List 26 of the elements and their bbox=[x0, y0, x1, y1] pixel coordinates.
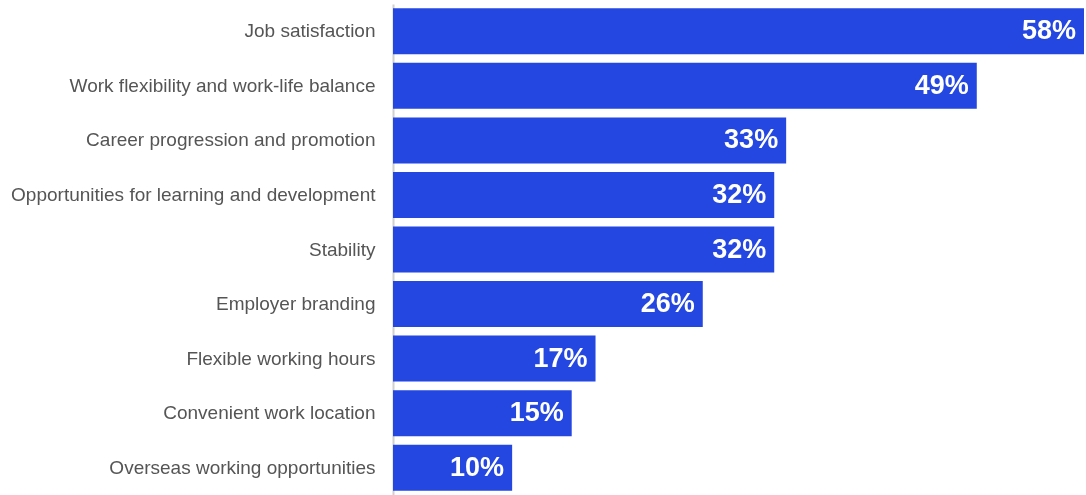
data-label: 58% bbox=[1021, 15, 1076, 46]
y-tick-label: Career progression and promotion bbox=[86, 129, 376, 151]
data-label: 49% bbox=[914, 69, 969, 100]
y-tick-label: Work flexibility and work-life balance bbox=[69, 74, 376, 96]
bar bbox=[393, 8, 1084, 55]
data-label: 10% bbox=[450, 451, 505, 482]
y-tick-label: Opportunities for learning and development bbox=[11, 183, 377, 205]
data-label: 32% bbox=[712, 178, 767, 209]
bar bbox=[393, 117, 787, 164]
bar bbox=[393, 335, 596, 382]
y-tick-label: Overseas working opportunities bbox=[109, 456, 376, 478]
data-label: 17% bbox=[533, 342, 588, 373]
bar bbox=[393, 390, 572, 437]
data-label: 26% bbox=[640, 288, 695, 319]
data-label: 32% bbox=[712, 233, 767, 264]
bar bbox=[393, 281, 703, 328]
data-label: 15% bbox=[509, 397, 564, 428]
y-tick-label: Convenient work location bbox=[163, 402, 376, 424]
bar bbox=[393, 226, 775, 273]
bar bbox=[393, 62, 977, 109]
y-tick-label: Job satisfaction bbox=[244, 20, 376, 42]
y-tick-label: Stability bbox=[308, 238, 376, 260]
bar bbox=[393, 171, 775, 218]
y-tick-label: Employer branding bbox=[216, 293, 376, 315]
data-label: 33% bbox=[724, 124, 779, 155]
y-tick-label: Flexible working hours bbox=[186, 347, 376, 369]
